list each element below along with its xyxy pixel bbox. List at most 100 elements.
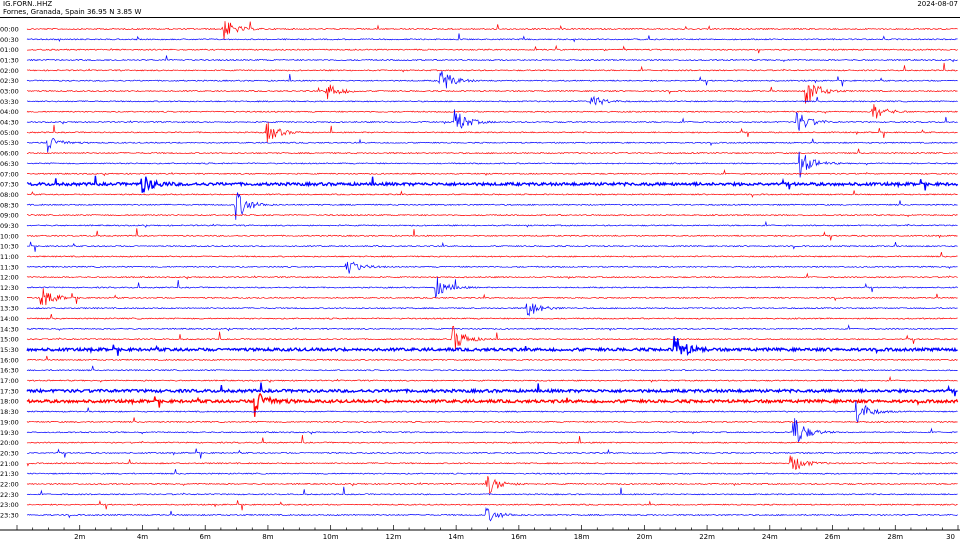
- row-time-label: 13:00: [0, 294, 19, 302]
- trace-1000: [26, 228, 958, 241]
- trace-0800: [26, 190, 958, 198]
- x-tick-label: 26m: [825, 533, 841, 540]
- station-id: IG.FORN..HHZ: [3, 0, 53, 8]
- row-time-label: 10:30: [0, 243, 19, 251]
- record-date: 2024-08-07: [917, 0, 958, 8]
- row-time-label: 15:30: [0, 346, 19, 354]
- row-time-label: 14:30: [0, 325, 19, 333]
- row-time-label: 18:30: [0, 408, 19, 416]
- trace-1330: [26, 303, 958, 317]
- trace-1600: [26, 355, 958, 362]
- trace-2030: [27, 448, 958, 459]
- row-time-label: 07:30: [0, 181, 19, 189]
- trace-1700: [26, 375, 958, 384]
- row-time-label: 04:30: [0, 119, 19, 127]
- x-tick-label: 16m: [511, 533, 527, 540]
- row-time-label: 20:30: [0, 449, 19, 457]
- x-tick-label: 10m: [323, 533, 339, 540]
- trace-0630: [26, 151, 958, 178]
- trace-0200: [27, 62, 958, 73]
- trace-0100: [26, 44, 958, 54]
- row-time-label: 05:00: [0, 129, 19, 137]
- row-time-label: 00:00: [0, 26, 19, 34]
- row-time-label: 22:30: [0, 491, 19, 499]
- trace-0700: [26, 169, 958, 177]
- trace-1030: [26, 241, 958, 252]
- row-time-label: 02:00: [0, 67, 19, 75]
- x-tick-label: 20m: [636, 533, 652, 540]
- trace-0400: [26, 104, 958, 119]
- row-time-label: 13:30: [0, 305, 19, 313]
- trace-1130: [26, 261, 958, 274]
- row-time-label: 02:30: [0, 77, 19, 85]
- trace-1200: [26, 272, 958, 280]
- x-tick-label: 30: [946, 533, 955, 540]
- trace-1830: [26, 400, 958, 424]
- x-tick-label: 22m: [699, 533, 715, 540]
- trace-1300: [26, 288, 958, 306]
- trace-2230: [26, 486, 958, 496]
- trace-2130: [26, 469, 958, 475]
- trace-1400: [26, 314, 958, 320]
- trace-1730: [26, 382, 958, 397]
- trace-0030: [26, 33, 958, 43]
- row-time-label: 08:00: [0, 191, 19, 199]
- trace-0930: [26, 220, 958, 228]
- x-tick-label: 24m: [762, 533, 778, 540]
- row-time-label: 12:00: [0, 274, 19, 282]
- row-time-label: 08:30: [0, 201, 19, 209]
- trace-0000: [26, 21, 958, 40]
- trace-1430: [26, 324, 958, 332]
- trace-0430: [26, 109, 958, 131]
- row-time-label: 03:00: [0, 88, 19, 96]
- trace-1100: [26, 252, 958, 258]
- row-time-label: 12:30: [0, 284, 19, 292]
- trace-0830: [26, 192, 958, 220]
- row-time-label: 20:00: [0, 439, 19, 447]
- row-time-label: 17:30: [0, 387, 19, 395]
- trace-2300: [26, 500, 958, 511]
- x-tick-label: 8m: [262, 533, 273, 540]
- row-time-label: 03:30: [0, 98, 19, 106]
- trace-1500: [26, 325, 958, 351]
- row-time-label: 06:30: [0, 160, 19, 168]
- row-time-label: 15:00: [0, 336, 19, 344]
- row-time-label: 09:30: [0, 222, 19, 230]
- row-time-label: 18:00: [0, 398, 19, 406]
- x-tick-label: 4m: [137, 533, 148, 540]
- row-time-label: 14:00: [0, 315, 19, 323]
- row-time-label: 16:00: [0, 356, 19, 364]
- trace-1800: [26, 392, 959, 417]
- trace-0130: [26, 55, 958, 63]
- x-tick-label: 28m: [887, 533, 903, 540]
- trace-2200: [26, 476, 958, 494]
- trace-0330: [26, 95, 958, 106]
- trace-0900: [27, 213, 958, 218]
- row-time-label: 16:30: [0, 367, 19, 375]
- row-time-label: 07:00: [0, 170, 19, 178]
- row-time-label: 19:30: [0, 429, 19, 437]
- row-time-label: 05:30: [0, 139, 19, 147]
- trace-1900: [26, 417, 958, 424]
- row-time-label: 06:00: [0, 150, 19, 158]
- row-time-label: 19:00: [0, 418, 19, 426]
- trace-1930: [26, 418, 958, 443]
- row-time-label: 09:00: [0, 212, 19, 220]
- x-tick-label: 6m: [200, 533, 211, 540]
- row-time-label: 11:30: [0, 263, 19, 271]
- row-time-label: 21:30: [0, 470, 19, 478]
- row-time-label: 11:00: [0, 253, 19, 261]
- x-tick-label: 18m: [574, 533, 590, 540]
- trace-2330: [27, 506, 958, 522]
- top-border: [0, 17, 960, 18]
- row-time-label: 21:00: [0, 460, 19, 468]
- row-time-label: 01:30: [0, 57, 19, 65]
- trace-2100: [26, 455, 958, 470]
- row-time-label: 04:00: [0, 108, 19, 116]
- x-tick-label: 14m: [448, 533, 464, 540]
- trace-0500: [26, 122, 958, 143]
- trace-0730: [26, 175, 959, 193]
- row-time-label: 00:30: [0, 36, 19, 44]
- trace-2000: [26, 435, 958, 444]
